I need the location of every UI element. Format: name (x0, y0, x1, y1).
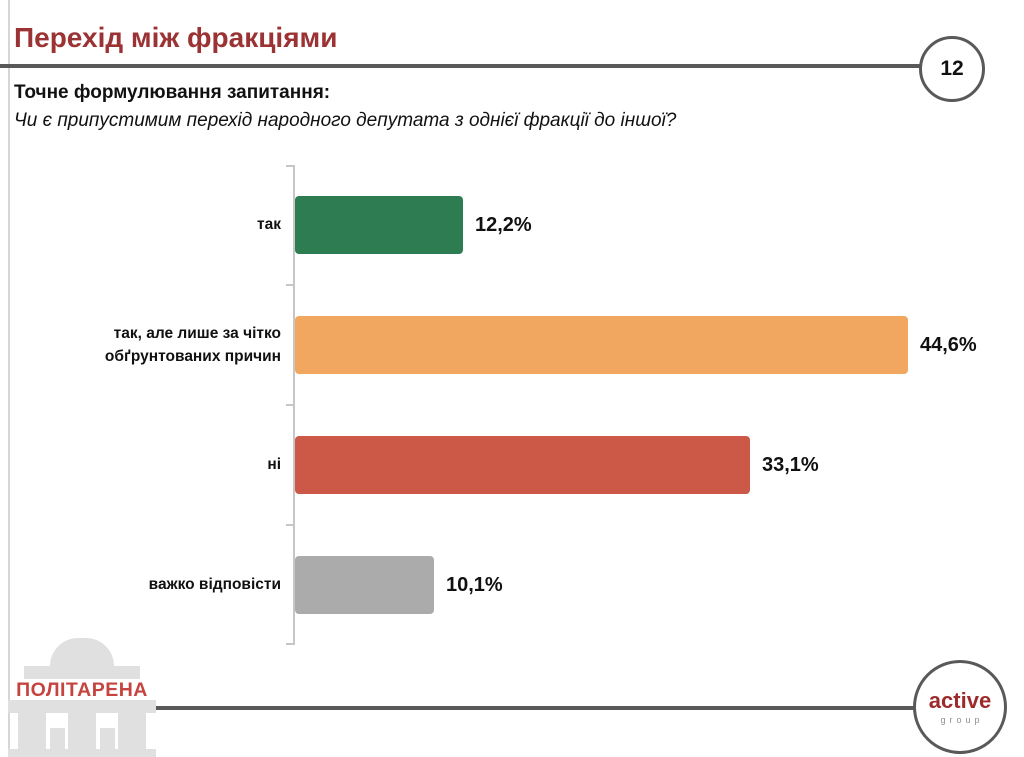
axis-tick (286, 404, 294, 406)
value-label: 10,1% (446, 573, 503, 596)
chart-row-no: ні 33,1% (0, 405, 1024, 525)
building-column (118, 713, 146, 749)
page-number-badge: 12 (919, 36, 985, 102)
question-text: Чи є припустимим перехід народного депут… (14, 110, 677, 131)
category-label: так, але лише за чітко обґрунтованих при… (104, 324, 281, 365)
building-dome-base (24, 666, 140, 679)
axis-tick (286, 284, 294, 286)
value-label: 33,1% (762, 453, 819, 476)
building-architrave (8, 700, 156, 713)
active-group-logo-active: active (928, 687, 992, 713)
building-pillar (99, 728, 115, 749)
politarena-logo-text: ПОЛІТАРЕНА (16, 679, 148, 701)
building-columns-icon (18, 713, 146, 749)
chart-row-hard-to-say: важко відповісти 10,1% (0, 525, 1024, 645)
page-title: Перехід між фракціями (14, 22, 338, 53)
axis-tick (286, 524, 294, 526)
axis-tick (286, 643, 294, 645)
active-group-logo-group: group (940, 714, 984, 725)
bar-no (295, 436, 750, 494)
building-column (68, 713, 96, 749)
politarena-logo: ПОЛІТАРЕНА (8, 632, 156, 757)
title-divider-line (0, 64, 921, 68)
footer-divider-line (156, 706, 914, 710)
building-pillar (49, 728, 65, 749)
bar-chart: так 12,2% так, але лише за чітко обґрунт… (0, 165, 1024, 645)
chart-axis-line (293, 165, 295, 645)
category-label: ні (267, 456, 281, 474)
building-column (18, 713, 46, 749)
category-label: так (257, 216, 281, 234)
axis-tick (286, 165, 294, 167)
bar-yes-with-reasons (295, 316, 908, 374)
page-number: 12 (940, 57, 964, 80)
building-dome-icon (50, 638, 114, 666)
bar-hard-to-say (295, 556, 434, 614)
active-group-logo: active group (913, 660, 1007, 754)
chart-row-yes-with-reasons: так, але лише за чітко обґрунтованих при… (0, 285, 1024, 405)
bar-yes (295, 196, 463, 254)
left-border-line (8, 0, 10, 757)
value-label: 44,6% (920, 333, 977, 356)
question-heading: Точне формулювання запитання: (14, 82, 331, 103)
value-label: 12,2% (475, 213, 532, 236)
category-label: важко відповісти (148, 576, 281, 594)
building-base (8, 749, 156, 757)
chart-row-yes: так 12,2% (0, 165, 1024, 285)
